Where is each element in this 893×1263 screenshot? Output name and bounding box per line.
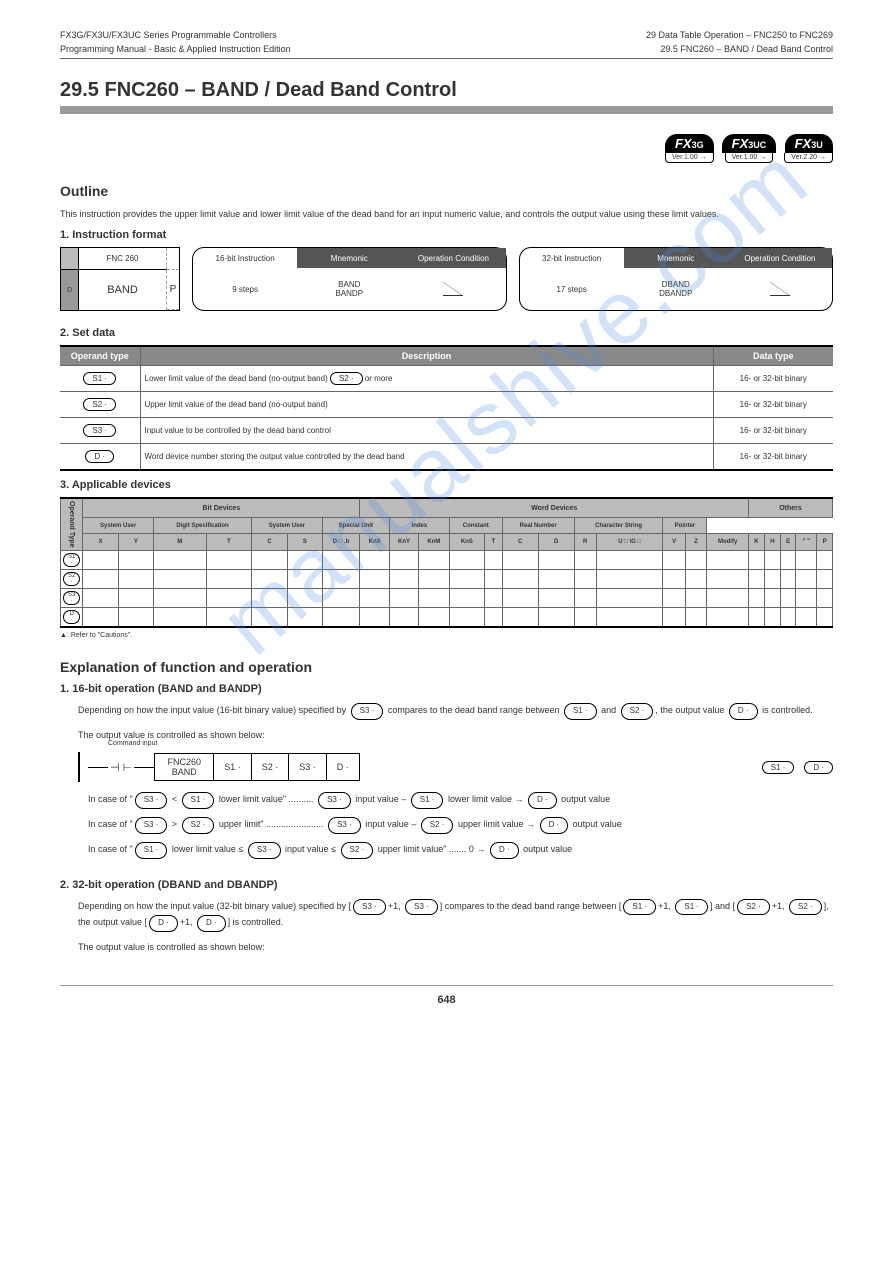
op-s1: S1 · bbox=[214, 753, 252, 781]
func-sub2: 2. 32-bit operation (DBAND and DBANDP) bbox=[60, 879, 833, 891]
badge-ver: Ver.1.00 bbox=[665, 153, 714, 163]
fnc-p-cell: P bbox=[167, 270, 179, 310]
th-op: Operand type bbox=[60, 346, 140, 366]
fnc-box: FNC260BAND bbox=[154, 753, 214, 781]
appdev-heading: 3. Applicable devices bbox=[60, 479, 833, 491]
badge-ver: Ver.1.00 bbox=[725, 153, 774, 163]
ih-mnemonic: Mnemonic bbox=[297, 248, 401, 268]
th-oper: Operand Type bbox=[61, 498, 83, 550]
page-header: FX3G/FX3U/FX3UC Series Programmable Cont… bbox=[60, 30, 833, 40]
ib-cond bbox=[401, 268, 505, 310]
ih-cond: Operation Condition bbox=[728, 248, 832, 268]
pill-s1: S1 · bbox=[564, 703, 597, 720]
fnc-corner bbox=[61, 248, 79, 270]
ih-mnemonic: Mnemonic bbox=[624, 248, 728, 268]
rail-icon bbox=[78, 752, 80, 782]
th-dtype: Data type bbox=[713, 346, 833, 366]
header-rule bbox=[60, 58, 833, 59]
badge-fx3u: FX3U Ver.2.20 bbox=[784, 134, 833, 163]
ib-steps: 9 steps bbox=[193, 268, 297, 310]
appdev-table: Operand Type Bit Devices Word Devices Ot… bbox=[60, 497, 833, 628]
ib-mnemonics: BAND BANDP bbox=[297, 268, 401, 310]
pill-d: D · bbox=[804, 761, 833, 774]
cmd-label: Command input bbox=[108, 740, 157, 747]
func-para3: Depending on how the input value (32-bit… bbox=[78, 899, 833, 933]
title-bar bbox=[60, 106, 833, 114]
pulse-icon bbox=[443, 282, 463, 296]
func-heading: Explanation of function and operation bbox=[60, 659, 833, 675]
func-para2: The output value is controlled as shown … bbox=[78, 728, 833, 742]
fnc-name: BAND bbox=[79, 270, 167, 310]
outline-heading: Outline bbox=[60, 183, 833, 199]
instr-32bit-box: 32-bit Instruction Mnemonic Operation Co… bbox=[519, 247, 834, 311]
instr-16bit-box: 16-bit Instruction Mnemonic Operation Co… bbox=[192, 247, 507, 311]
ib-steps: 17 steps bbox=[520, 268, 624, 310]
tab2-footnote: ▲: Refer to "Cautions". bbox=[60, 632, 833, 639]
page-title: 29.5 FNC260 – BAND / Dead Band Control bbox=[60, 79, 833, 102]
badge-fx3g: FXFX3G3G Ver.1.00 bbox=[665, 134, 714, 163]
ih-cond: Operation Condition bbox=[401, 248, 505, 268]
cond-line3: In case of "S1 · lower limit value ≤ S3 … bbox=[88, 842, 833, 859]
fnc-number: FNC 260 bbox=[79, 248, 167, 270]
ih-title: 32-bit Instruction bbox=[520, 248, 624, 268]
th-desc: Description bbox=[140, 346, 713, 366]
page-header-2: Programming Manual - Basic & Applied Ins… bbox=[60, 44, 833, 54]
ladder-diagram: Command input ⊣ ⊢ FNC260BAND S1 · S2 · S… bbox=[78, 752, 833, 782]
page-number: 648 bbox=[60, 985, 833, 1006]
badge-model: FXFX3G3G bbox=[665, 134, 714, 153]
op-s2: S2 · bbox=[252, 753, 290, 781]
op-s3: S3 · bbox=[289, 753, 327, 781]
fnc-box: FNC 260 D BAND P bbox=[60, 247, 180, 311]
header-left1: FX3G/FX3U/FX3UC Series Programmable Cont… bbox=[60, 30, 277, 40]
op-d: D · bbox=[327, 753, 360, 781]
pill-s2: S2 · bbox=[621, 703, 654, 720]
fnc-dash bbox=[167, 248, 179, 270]
setdata-heading: 2. Set data bbox=[60, 327, 833, 339]
model-badges: FXFX3G3G Ver.1.00 FX3UC Ver.1.00 FX3U Ve… bbox=[60, 134, 833, 163]
contact-icon: ⊣ ⊢ bbox=[110, 761, 132, 774]
format-heading: 1. Instruction format bbox=[60, 229, 833, 241]
func-para1: Depending on how the input value (16-bit… bbox=[78, 703, 833, 720]
th-bit: Bit Devices bbox=[83, 498, 360, 517]
func-para4: The output value is controlled as shown … bbox=[78, 940, 833, 954]
instruction-format-row: FNC 260 D BAND P 16-bit Instruction Mnem… bbox=[60, 247, 833, 311]
func-sub1: 1. 16-bit operation (BAND and BANDP) bbox=[60, 683, 833, 695]
pill-s3: S3 · bbox=[351, 703, 384, 720]
pulse-icon bbox=[770, 282, 790, 296]
fnc-d-cell: D bbox=[61, 270, 79, 310]
badge-fx3uc: FX3UC Ver.1.00 bbox=[722, 134, 777, 163]
badge-ver: Ver.2.20 bbox=[784, 153, 833, 163]
ib-cond bbox=[728, 268, 832, 310]
header-left2: Programming Manual - Basic & Applied Ins… bbox=[60, 44, 291, 54]
cond-line1: In case of "S3 · < S1 · lower limit valu… bbox=[88, 792, 833, 809]
ih-title: 16-bit Instruction bbox=[193, 248, 297, 268]
badge-model: FX3UC bbox=[722, 134, 777, 153]
header-right2: 29.5 FNC260 – BAND / Dead Band Control bbox=[660, 44, 833, 54]
badge-model: FX3U bbox=[785, 134, 833, 153]
th-word: Word Devices bbox=[360, 498, 749, 517]
setdata-table: Operand type Description Data type S1 · … bbox=[60, 345, 833, 471]
pill-d: D · bbox=[729, 703, 758, 720]
header-right1: 29 Data Table Operation – FNC250 to FNC2… bbox=[646, 30, 833, 40]
pill-s1: S1 · bbox=[762, 761, 795, 774]
outline-intro: This instruction provides the upper limi… bbox=[60, 207, 833, 221]
ib-mnemonics: DBAND DBANDP bbox=[624, 268, 728, 310]
th-other: Others bbox=[748, 498, 832, 517]
cond-line2: In case of "S3 · > S2 · upper limit" ...… bbox=[88, 817, 833, 834]
